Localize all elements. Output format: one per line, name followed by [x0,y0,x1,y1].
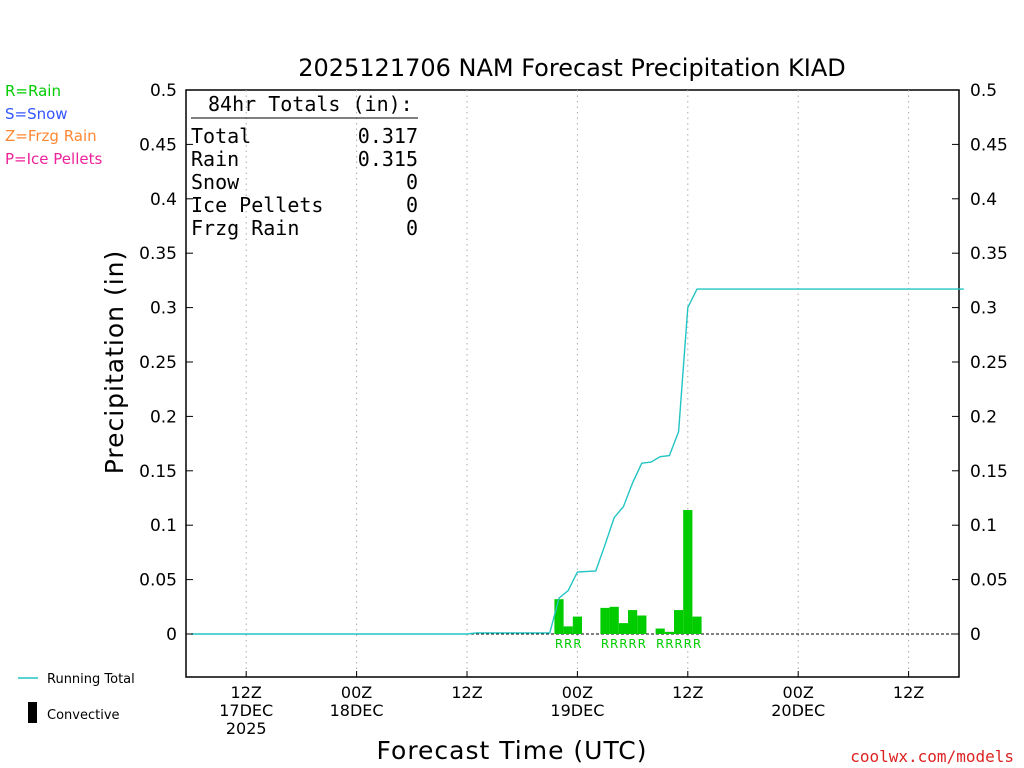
series-legend: Running Total Convective [18,672,135,723]
totals-rain-label: Rain [191,147,239,171]
y-tick-label-right: 0.5 [970,81,997,101]
x-axis-title: Forecast Time (UTC) [377,736,648,765]
legend-freezing-rain: Z=Frzg Rain [5,127,97,145]
legend-rain: R=Rain [5,82,61,100]
rain-bar [655,628,665,634]
x-tick-label: 00Z [562,683,593,702]
precip-type-label: R [684,637,692,651]
x-tick-label: 19DEC [550,701,604,720]
rain-bar [628,610,638,634]
rain-bar [664,631,674,634]
y-tick-label-left: 0.45 [139,135,177,155]
precip-type-label: R [555,637,563,651]
y-tick-label-right: 0.2 [970,407,997,427]
totals-ice-pellets-value: 0 [406,193,418,217]
precip-type-label: R [638,637,646,651]
y-tick-label-left: 0.4 [150,190,177,210]
rain-bar [618,623,628,634]
y-tick-label-right: 0.35 [970,244,1008,264]
precip-type-label: R [674,637,682,651]
y-axis-right: 0 0.05 0.1 0.15 0.2 0.25 0.3 0.35 0.4 0.45 0.5 [952,81,1008,645]
totals-total-label: Total [191,124,251,148]
y-tick-label-left: 0.5 [150,81,177,101]
plot-frame [185,89,960,678]
convective-swatch [28,702,37,723]
y-axis-title: Precipitation (in) [100,250,129,475]
precip-type-label: R [693,637,701,651]
y-tick-label-left: 0.25 [139,353,177,373]
type-legend: R=Rain S=Snow Z=Frzg Rain P=Ice Pellets [5,82,102,168]
chart-title: 2025121706 NAM Forecast Precipitation KI… [298,54,846,82]
legend-snow: S=Snow [5,105,68,123]
x-tick-label: 20DEC [771,701,825,720]
precip-type-label: R [610,637,618,651]
x-tick-label: 12Z [893,683,924,702]
totals-ice-pellets-label: Ice Pellets [191,193,323,217]
totals-snow-label: Snow [191,170,240,194]
credit-text: coolwx.com/models [850,747,1014,766]
y-tick-label-left: 0.3 [150,299,177,319]
y-tick-label-right: 0.45 [970,135,1008,155]
totals-snow-value: 0 [406,170,418,194]
x-tick-label: 12Z [672,683,703,702]
precip-type-label: R [628,637,636,651]
y-tick-label-left: 0.2 [150,407,177,427]
rain-bar [572,616,582,634]
rain-bars [554,509,702,634]
y-tick-label-left: 0.05 [139,571,177,591]
rain-bar [563,626,573,634]
y-tick-label-left: 0 [166,625,177,645]
rain-bar [554,599,564,634]
x-tick-label: 18DEC [330,701,384,720]
totals-frzg-rain-label: Frzg Rain [191,216,299,240]
precip-type-label: R [665,637,673,651]
totals-heading: 84hr Totals (in): [208,92,413,116]
x-tick-label: 12Z [231,683,262,702]
precip-type-label: R [573,637,581,651]
rain-bar [600,607,610,634]
rain-bar [674,610,684,634]
x-tick-label: 17DEC [219,701,273,720]
y-tick-label-right: 0.25 [970,353,1008,373]
rain-bar [637,615,647,634]
y-tick-label-right: 0.05 [970,571,1008,591]
convective-label: Convective [47,708,120,723]
y-tick-label-right: 0.15 [970,462,1008,482]
y-tick-label-left: 0.35 [139,244,177,264]
precip-type-label: R [564,637,572,651]
totals-box: 84hr Totals (in): Total 0.317 Rain 0.315… [191,92,418,240]
precip-type-label: R [656,637,664,651]
x-tick-label: 12Z [451,683,482,702]
x-tick-label: 2025 [226,719,267,738]
running-total-line [191,288,964,635]
totals-total-value: 0.317 [358,124,418,148]
totals-rain-value: 0.315 [358,147,418,171]
y-tick-label-right: 0.4 [970,190,997,210]
y-tick-label-left: 0.15 [139,462,177,482]
y-tick-label-left: 0.1 [150,516,177,536]
y-tick-label-right: 0.3 [970,299,997,319]
x-tick-label: 00Z [341,683,372,702]
running-total-label: Running Total [47,672,135,687]
y-tick-label-right: 0 [970,625,981,645]
legend-ice-pellets: P=Ice Pellets [5,150,102,168]
rain-bar [683,509,693,634]
rain-bar [609,606,619,634]
precip-type-label: R [601,637,609,651]
grid-lines [245,90,910,677]
totals-frzg-rain-value: 0 [406,216,418,240]
rain-bar [692,616,702,634]
y-tick-label-right: 0.1 [970,516,997,536]
precip-type-label: R [619,637,627,651]
y-axis-left: 0 0.05 0.1 0.15 0.2 0.25 0.3 0.35 0.4 0.45 0.5 [139,81,193,645]
x-tick-label: 00Z [783,683,814,702]
